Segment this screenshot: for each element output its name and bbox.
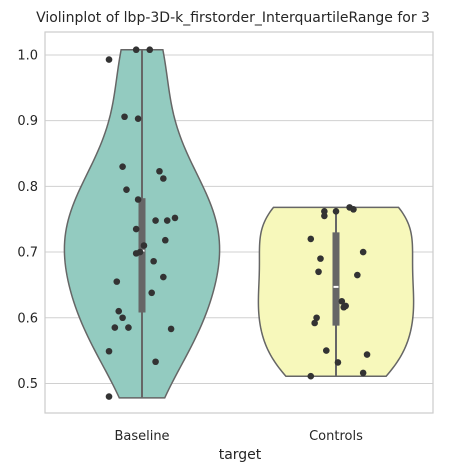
data-point bbox=[321, 212, 328, 220]
x-tick-label: Controls bbox=[309, 429, 363, 444]
strip-points bbox=[105, 46, 371, 400]
data-point bbox=[123, 186, 130, 193]
data-point bbox=[160, 273, 167, 281]
data-point bbox=[359, 248, 367, 256]
data-point bbox=[125, 324, 132, 331]
data-point bbox=[313, 314, 320, 322]
y-tick-labels: 0.5 0.6 0.7 0.8 0.9 1.0 bbox=[17, 48, 38, 391]
data-point bbox=[132, 250, 140, 257]
x-axis-label: target bbox=[219, 447, 262, 463]
data-point bbox=[152, 217, 159, 224]
x-tick-labels: Baseline Controls bbox=[114, 429, 363, 444]
y-tick-label: 0.9 bbox=[17, 114, 38, 129]
violins bbox=[63, 48, 415, 399]
iqr-box bbox=[332, 232, 340, 326]
data-point bbox=[119, 314, 126, 322]
data-point bbox=[334, 359, 342, 366]
data-point bbox=[171, 214, 179, 222]
y-tick-label: 1.0 bbox=[17, 48, 38, 63]
data-point bbox=[323, 347, 330, 354]
data-point bbox=[359, 369, 367, 377]
plot-frame bbox=[44, 31, 434, 414]
data-point bbox=[338, 298, 346, 305]
data-point bbox=[161, 236, 169, 244]
data-point bbox=[307, 235, 315, 243]
data-point bbox=[119, 163, 126, 170]
data-point bbox=[152, 358, 159, 366]
data-point bbox=[132, 46, 140, 54]
data-point bbox=[311, 319, 318, 327]
data-point bbox=[132, 225, 140, 233]
data-point bbox=[134, 196, 142, 203]
data-point bbox=[146, 46, 154, 54]
data-point bbox=[156, 167, 163, 175]
chart-title: Violinplot of lbp-3D-k_firstorder_Interq… bbox=[36, 10, 430, 26]
data-point bbox=[105, 347, 113, 355]
data-point bbox=[307, 372, 315, 380]
y-tick-label: 0.6 bbox=[17, 311, 38, 326]
data-point bbox=[105, 56, 113, 63]
data-point bbox=[321, 208, 328, 215]
data-point bbox=[105, 393, 113, 400]
data-point bbox=[332, 208, 340, 215]
data-point bbox=[160, 175, 167, 182]
x-tick-label: Baseline bbox=[114, 429, 169, 444]
data-point bbox=[140, 242, 148, 249]
data-point bbox=[134, 115, 142, 123]
data-point bbox=[315, 268, 322, 276]
data-point bbox=[115, 307, 123, 315]
data-point bbox=[111, 324, 119, 331]
data-point bbox=[354, 271, 361, 279]
data-point bbox=[121, 113, 128, 121]
data-point bbox=[317, 255, 324, 262]
data-point bbox=[167, 325, 175, 333]
data-point bbox=[150, 257, 157, 265]
y-tick-label: 0.8 bbox=[17, 180, 38, 195]
y-tick-label: 0.7 bbox=[17, 246, 38, 261]
data-point bbox=[340, 303, 348, 311]
data-point bbox=[113, 278, 121, 285]
data-point bbox=[163, 217, 171, 224]
data-point bbox=[350, 206, 357, 213]
data-point bbox=[363, 351, 371, 358]
iqr-box bbox=[138, 198, 146, 313]
y-tick-label: 0.5 bbox=[17, 377, 38, 392]
data-point bbox=[148, 289, 155, 297]
